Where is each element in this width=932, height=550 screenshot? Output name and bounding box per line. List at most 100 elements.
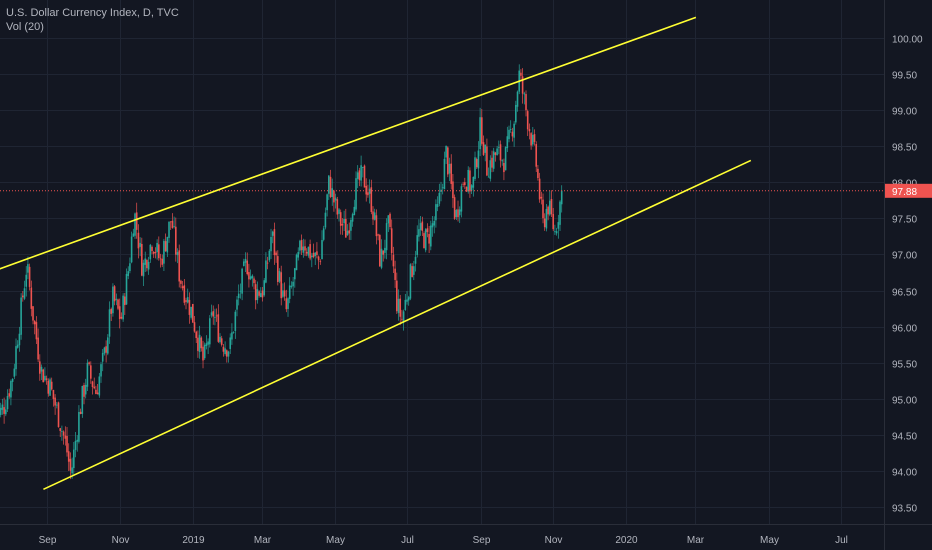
candle [547, 205, 549, 221]
candle [341, 218, 344, 235]
candle [118, 298, 121, 329]
candle-body [521, 76, 524, 94]
symbol-title[interactable]: U.S. Dollar Currency Index, D, TVC [6, 7, 179, 19]
candle-body [312, 252, 315, 258]
candle [3, 397, 5, 424]
candle-body [83, 385, 85, 397]
candle [266, 256, 269, 270]
candle-body [268, 250, 271, 261]
candle-body [324, 212, 327, 228]
candle [367, 184, 369, 198]
candle-body [152, 251, 155, 254]
candle [482, 135, 485, 156]
candle [20, 293, 22, 340]
candle-body [166, 236, 169, 253]
candle-body [413, 266, 415, 275]
candle-body [266, 262, 269, 264]
candle-body [385, 223, 388, 251]
candle [453, 194, 456, 220]
candle [258, 290, 260, 298]
candle [552, 207, 555, 232]
candle-body [358, 170, 361, 181]
candle [139, 237, 141, 257]
candle-body [470, 185, 473, 191]
candle-body [13, 368, 16, 377]
candle [125, 268, 128, 305]
candle [39, 354, 41, 381]
candle [173, 216, 175, 229]
candle [273, 222, 276, 265]
candle [521, 68, 524, 104]
candle [246, 252, 249, 276]
candle [124, 292, 126, 315]
candle-body [426, 228, 429, 233]
candle-body [248, 272, 250, 280]
candle [430, 220, 432, 251]
candle [290, 281, 293, 289]
candle-body [336, 199, 339, 215]
candle [460, 183, 463, 218]
candle [168, 221, 170, 243]
candle [236, 295, 238, 317]
candle-body [263, 280, 266, 296]
candle [448, 157, 451, 182]
candle [511, 127, 514, 142]
candle [207, 338, 209, 355]
candle-body [353, 206, 356, 216]
candle-body [100, 364, 102, 377]
candle [108, 301, 111, 344]
x-tick-label: Nov [112, 535, 130, 546]
candle [375, 209, 378, 245]
candle [107, 334, 109, 356]
x-tick-label: Mar [687, 535, 705, 546]
candle [146, 258, 148, 272]
candle-body [447, 147, 449, 175]
candle-body [428, 233, 430, 244]
candle-body [472, 176, 475, 188]
candle [537, 165, 539, 181]
candle-body [91, 381, 94, 388]
candle-body [101, 352, 104, 362]
candle [285, 289, 288, 313]
trendline-lower-channel[interactable] [43, 159, 752, 491]
trendline-upper-channel[interactable] [0, 16, 697, 270]
candle-body [554, 231, 556, 233]
candle [436, 196, 439, 212]
candle-body [231, 332, 233, 340]
candle [220, 335, 223, 347]
candle [295, 253, 298, 271]
candle-body [355, 178, 357, 210]
candle [555, 227, 558, 236]
candle-body [557, 222, 560, 229]
candle [334, 193, 337, 209]
candle [83, 382, 85, 405]
candle [181, 280, 184, 291]
candle [251, 274, 254, 287]
candle [202, 340, 204, 369]
candle-body [103, 347, 106, 354]
candle [175, 217, 177, 262]
volume-indicator-label[interactable]: Vol (20) [6, 21, 44, 33]
candle-body [130, 236, 133, 263]
candle-body [37, 337, 39, 360]
candle [411, 262, 413, 278]
candle [392, 246, 395, 274]
candle-body [110, 308, 113, 314]
candle-body [66, 436, 68, 453]
candle [169, 221, 172, 230]
candle-body [501, 160, 504, 162]
candle [300, 234, 303, 256]
candle [231, 323, 233, 345]
candle [154, 247, 157, 259]
candle-body [16, 344, 19, 348]
candle [93, 377, 96, 390]
candle-body [486, 146, 488, 176]
candle-body [372, 211, 374, 220]
candle [66, 427, 68, 457]
candle [163, 238, 165, 272]
y-tick-label: 95.00 [892, 396, 917, 407]
candle [64, 426, 67, 446]
candle-body [132, 233, 135, 237]
candle [152, 250, 155, 258]
